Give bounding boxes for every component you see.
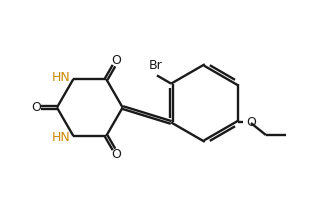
Text: O: O bbox=[112, 148, 122, 161]
Text: HN: HN bbox=[52, 71, 71, 84]
Text: O: O bbox=[112, 54, 122, 67]
Text: O: O bbox=[31, 101, 41, 114]
Text: O: O bbox=[246, 116, 256, 129]
Text: Br: Br bbox=[149, 59, 162, 72]
Text: HN: HN bbox=[52, 131, 71, 144]
